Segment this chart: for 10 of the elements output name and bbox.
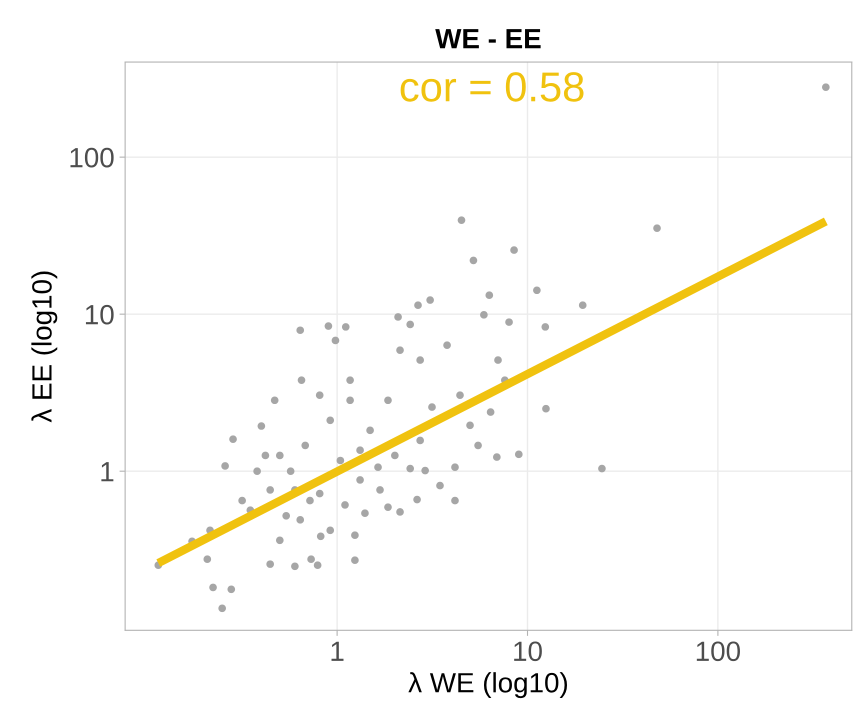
x-tick-label: 10 [514,641,542,662]
y-tick-label: 1 [101,462,114,482]
chart-title: WE - EE [435,29,541,48]
annotation: cor = 0.58 [400,72,584,102]
y-tick-label: 10 [86,304,114,325]
x-axis-title: λ WE (log10) [408,672,568,698]
x-tick-label: 1 [332,642,344,661]
x-tick-label: 100 [696,641,740,662]
y-tick-label: 100 [70,148,114,168]
y-axis-title: λ EE (log10) [31,271,58,422]
